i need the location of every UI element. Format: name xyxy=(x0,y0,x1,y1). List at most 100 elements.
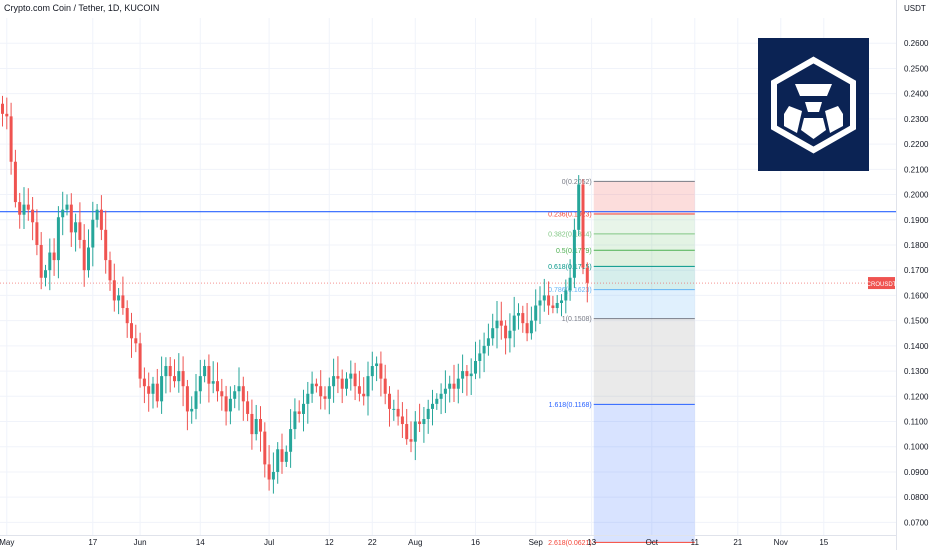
candle-body xyxy=(469,373,473,377)
candle-body xyxy=(529,320,533,334)
candle-body xyxy=(241,386,245,402)
x-tick-label: Jul xyxy=(264,538,274,547)
x-tick-label: 17 xyxy=(88,538,97,547)
candle-body xyxy=(379,363,383,379)
candle-body xyxy=(474,360,477,374)
candle-body xyxy=(108,260,112,281)
candle-body xyxy=(375,363,379,367)
candle-body xyxy=(52,252,56,261)
y-tick-label: 0.2100 xyxy=(904,165,929,174)
fib-zone xyxy=(593,250,695,267)
y-tick-label: 0.2400 xyxy=(904,90,929,99)
candle-body xyxy=(405,424,409,440)
y-tick-label: 0.2000 xyxy=(904,191,929,200)
candle-body xyxy=(155,383,159,402)
candle-body xyxy=(78,222,82,240)
candle-body xyxy=(400,416,404,425)
candle-body xyxy=(439,393,443,399)
candle-body xyxy=(134,338,138,344)
y-tick-label: 0.1700 xyxy=(904,266,929,275)
candle-body xyxy=(147,386,151,394)
x-tick-label: 15 xyxy=(819,538,828,547)
candle-body xyxy=(207,366,211,384)
candle-body xyxy=(203,366,207,377)
candle-body xyxy=(22,204,26,215)
candle-body xyxy=(422,418,426,425)
symbol-label: CROUSDT xyxy=(867,282,897,288)
candle-body xyxy=(456,378,460,389)
fib-zone xyxy=(593,266,695,290)
candle-body xyxy=(555,302,559,309)
candle-body xyxy=(280,449,284,462)
y-tick-label: 0.0900 xyxy=(904,468,929,477)
candle-body xyxy=(482,345,486,354)
candle-body xyxy=(173,376,176,382)
candle-body xyxy=(508,330,512,339)
candle-body xyxy=(13,161,17,203)
candle-body xyxy=(319,386,323,397)
candle-body xyxy=(465,371,469,377)
fibonacci-retracement[interactable]: 0(0.2052)0.236(0.1923)0.382(0.1844)0.5(0… xyxy=(548,179,695,547)
candle-body xyxy=(160,376,164,402)
fib-zone xyxy=(593,213,695,234)
candle-body xyxy=(560,300,563,303)
candle-body xyxy=(547,295,551,306)
cro-logo xyxy=(758,38,869,171)
candle-body xyxy=(542,295,546,301)
candle-body xyxy=(164,366,168,377)
candle-body xyxy=(564,290,568,301)
candle-body xyxy=(392,408,396,410)
candle-body xyxy=(452,383,456,389)
candle-body xyxy=(366,376,370,397)
candle-body xyxy=(577,184,581,230)
fib-level-label: 2.618(0.0621) xyxy=(548,540,592,547)
candle-body xyxy=(190,408,194,412)
candle-body xyxy=(504,325,508,339)
candle-body xyxy=(443,388,447,394)
y-tick-label: 0.2300 xyxy=(904,115,929,124)
fib-zone xyxy=(593,318,695,405)
candle-body xyxy=(499,320,503,326)
candle-body xyxy=(353,373,357,387)
candle-body xyxy=(211,381,215,384)
candle-body xyxy=(228,398,232,412)
candle-body xyxy=(551,305,555,309)
candle-body xyxy=(302,403,305,414)
candle-body xyxy=(125,308,129,324)
candle-body xyxy=(138,343,142,379)
candle-body xyxy=(151,383,155,394)
fib-level-label: 1(0.1508) xyxy=(562,316,592,323)
candle-body xyxy=(259,418,262,432)
candle-body xyxy=(310,383,314,394)
fib-level-label: 0(0.2052) xyxy=(562,179,592,186)
candle-body xyxy=(568,277,572,291)
candle-body xyxy=(5,113,9,117)
currency-label: USDT xyxy=(904,4,926,13)
candle-body xyxy=(370,366,374,377)
price-axis-bg[interactable] xyxy=(896,0,932,550)
candle-body xyxy=(383,378,387,394)
candle-body xyxy=(478,353,482,361)
candle-body xyxy=(314,383,318,387)
candle-body xyxy=(349,373,353,379)
time-axis[interactable]: May 17 Jun 14 Jul 12 22 Aug 16 Sep 13 Oct 11 21 Nov 15 xyxy=(0,535,896,548)
candle-body xyxy=(293,411,297,430)
x-tick-label: Oct xyxy=(646,538,659,547)
symbol-badge xyxy=(868,277,895,290)
candle-body xyxy=(65,204,69,210)
candle-body xyxy=(237,386,241,392)
candle-body xyxy=(263,431,267,465)
y-tick-label: 0.2200 xyxy=(904,140,929,149)
y-tick-label: 0.1400 xyxy=(904,342,929,351)
price-axis[interactable]: 0.2600 0.2500 0.2400 0.2300 0.2200 0.2100 0.20… xyxy=(896,0,932,550)
candle-body xyxy=(82,239,86,271)
candle-body xyxy=(306,393,310,404)
x-tick-label: Aug xyxy=(408,538,422,547)
candle-body xyxy=(327,386,331,399)
candle-body xyxy=(426,408,430,419)
candle-body xyxy=(56,217,60,261)
candle-body xyxy=(74,222,78,233)
currency-text: USDT xyxy=(904,4,926,13)
